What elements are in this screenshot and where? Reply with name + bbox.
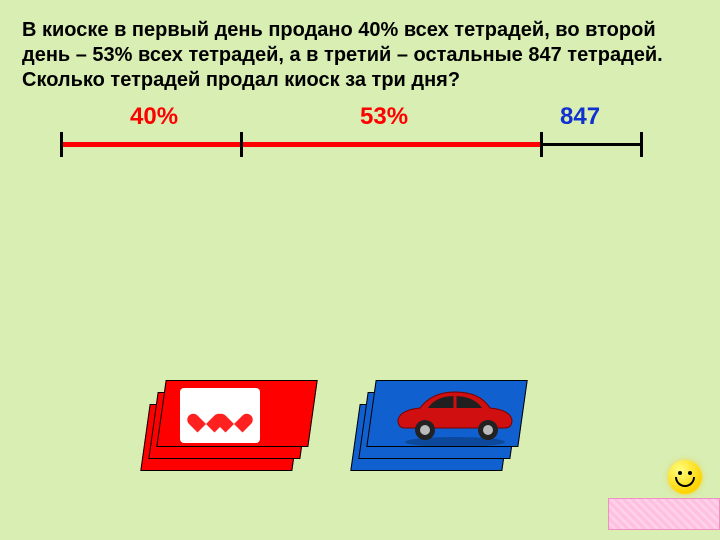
smiley-icon: [668, 460, 702, 494]
tick: [540, 132, 543, 157]
tick: [60, 132, 63, 157]
heart-icon: [222, 404, 246, 428]
red-card-stack: [145, 380, 305, 480]
number-line: 40%53%847: [60, 135, 640, 175]
car-image: [390, 380, 520, 450]
tick: [240, 132, 243, 157]
segment-label: 53%: [360, 103, 408, 131]
hearts-image: [180, 388, 260, 443]
segment-label: 40%: [130, 103, 178, 131]
problem-text: В киоске в первый день продано 40% всех …: [22, 18, 698, 93]
heart-icon: [194, 404, 218, 428]
tick: [640, 132, 643, 157]
blue-card-stack: [355, 380, 535, 480]
segment-label: 847: [560, 103, 600, 131]
line-red-segment: [60, 142, 240, 147]
line-red-segment: [240, 142, 540, 147]
pink-button[interactable]: [608, 498, 720, 530]
